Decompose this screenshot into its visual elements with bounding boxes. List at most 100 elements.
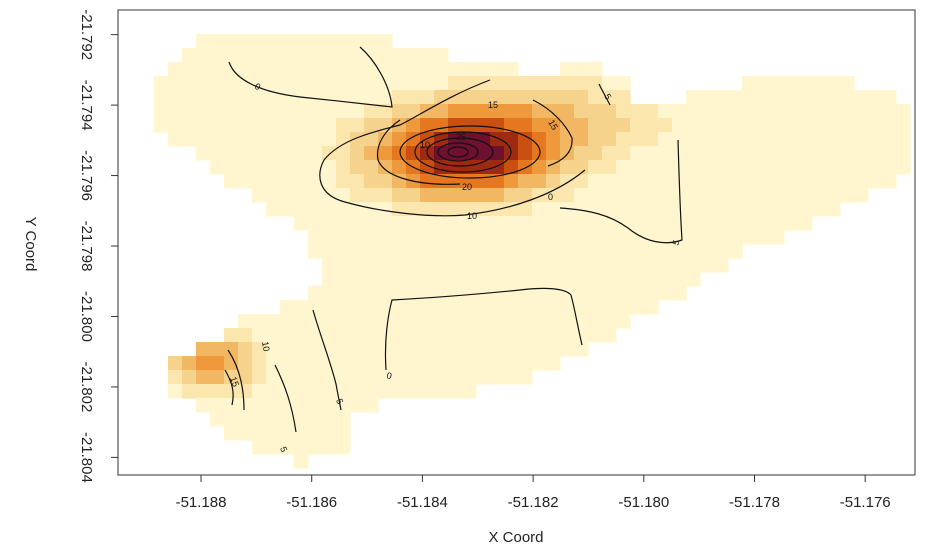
heatmap-cell [434, 356, 449, 371]
heatmap-cell [756, 202, 771, 217]
heatmap-cell [224, 384, 239, 399]
heatmap-cell [756, 174, 771, 189]
heatmap-cell [504, 244, 519, 259]
heatmap-cell [840, 188, 855, 203]
heatmap-cell [574, 188, 589, 203]
heatmap-cell [196, 384, 211, 399]
heatmap-cell [518, 132, 533, 147]
heatmap-cell [224, 76, 239, 91]
heatmap-cell [336, 188, 351, 203]
heatmap-cell [658, 258, 673, 273]
heatmap-cell [210, 356, 225, 371]
heatmap-cell [504, 258, 519, 273]
heatmap-cell [756, 104, 771, 119]
heatmap-cell [616, 90, 631, 105]
heatmap-cell [882, 132, 897, 147]
heatmap-cell [420, 272, 435, 287]
heatmap-cell [294, 104, 309, 119]
heatmap-cell [714, 118, 729, 133]
heatmap-cell [210, 160, 225, 175]
heatmap-cell [560, 216, 575, 231]
heatmap-cell [742, 216, 757, 231]
heatmap-cell [756, 188, 771, 203]
heatmap-cell [364, 384, 379, 399]
heatmap-cell [322, 146, 337, 161]
heatmap-cell [560, 104, 575, 119]
heatmap-cell [658, 104, 673, 119]
heatmap-cell [308, 300, 323, 315]
heatmap-cell [448, 272, 463, 287]
heatmap-cell [574, 244, 589, 259]
heatmap-cell [728, 244, 743, 259]
heatmap-cell [322, 356, 337, 371]
heatmap-cell [462, 146, 477, 161]
heatmap-cell [742, 146, 757, 161]
heatmap-cell [868, 104, 883, 119]
heatmap-cell [812, 160, 827, 175]
heatmap-cell [812, 132, 827, 147]
heatmap-cell [518, 272, 533, 287]
contour-label: 0 [385, 370, 392, 381]
contour-label: 0 [253, 81, 262, 92]
heatmap-cell [826, 146, 841, 161]
heatmap-cell [266, 398, 281, 413]
heatmap-cell [756, 90, 771, 105]
heatmap-cell [462, 272, 477, 287]
contour-line-25 [426, 137, 494, 167]
heatmap-cell [406, 76, 421, 91]
heatmap-cell [602, 160, 617, 175]
heatmap-cell [798, 118, 813, 133]
heatmap-cell [350, 188, 365, 203]
heatmap-cell [490, 244, 505, 259]
heatmap-cell [434, 244, 449, 259]
heatmap-cell [448, 356, 463, 371]
heatmap-cell [518, 104, 533, 119]
heatmap-cell [392, 174, 407, 189]
heatmap-cell [546, 90, 561, 105]
heatmap-cell [448, 286, 463, 301]
heatmap-cell [406, 272, 421, 287]
heatmap-cell [588, 132, 603, 147]
heatmap-cell [420, 328, 435, 343]
heatmap-cell [252, 174, 267, 189]
heatmap-cell [280, 300, 295, 315]
heatmap-cell [294, 342, 309, 357]
heatmap-cell [308, 412, 323, 427]
heatmap-cell [840, 90, 855, 105]
heatmap-cell [616, 258, 631, 273]
heatmap-cell [728, 90, 743, 105]
heatmap-cell [294, 174, 309, 189]
heatmap-cell [798, 216, 813, 231]
heatmap-cell [448, 62, 463, 77]
heatmap-cell [406, 188, 421, 203]
heatmap-cell [658, 202, 673, 217]
heatmap-cell [448, 118, 463, 133]
heatmap-cell [252, 160, 267, 175]
heatmap-cell [322, 118, 337, 133]
heatmap-cell [728, 188, 743, 203]
heatmap-cell [476, 356, 491, 371]
heatmap-cell [798, 132, 813, 147]
heatmap-cell [616, 188, 631, 203]
contour-line-30 [437, 142, 479, 162]
heatmap-cell [448, 202, 463, 217]
contour-line-10-a [319, 79, 586, 217]
heatmap-cell [378, 216, 393, 231]
heatmap-cell [420, 342, 435, 357]
heatmap-cell [406, 90, 421, 105]
heatmap-cell [546, 244, 561, 259]
heatmap-cell [504, 314, 519, 329]
x-tick-label: -51.188 [176, 494, 227, 511]
contour-label: 20 [462, 182, 472, 192]
heatmap-cell [210, 398, 225, 413]
heatmap-cell [700, 90, 715, 105]
heatmap-cell [672, 258, 687, 273]
contour-line-15-c [224, 369, 234, 406]
heatmap-cell [672, 286, 687, 301]
heatmap-cell [616, 104, 631, 119]
heatmap-cell [700, 174, 715, 189]
heatmap-cell [378, 370, 393, 385]
heatmap-cell [224, 342, 239, 357]
heatmap-cell [588, 160, 603, 175]
heatmap-cell [812, 174, 827, 189]
